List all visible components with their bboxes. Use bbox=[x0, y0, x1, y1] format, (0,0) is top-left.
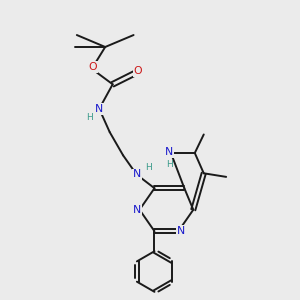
Text: H: H bbox=[166, 160, 173, 169]
Text: N: N bbox=[165, 147, 173, 158]
Text: H: H bbox=[145, 164, 152, 172]
Text: H: H bbox=[86, 113, 93, 122]
Text: O: O bbox=[88, 62, 97, 72]
Text: N: N bbox=[95, 104, 103, 114]
Text: N: N bbox=[133, 205, 141, 215]
Text: N: N bbox=[132, 169, 141, 179]
Text: O: O bbox=[134, 66, 142, 76]
Text: N: N bbox=[177, 226, 185, 236]
